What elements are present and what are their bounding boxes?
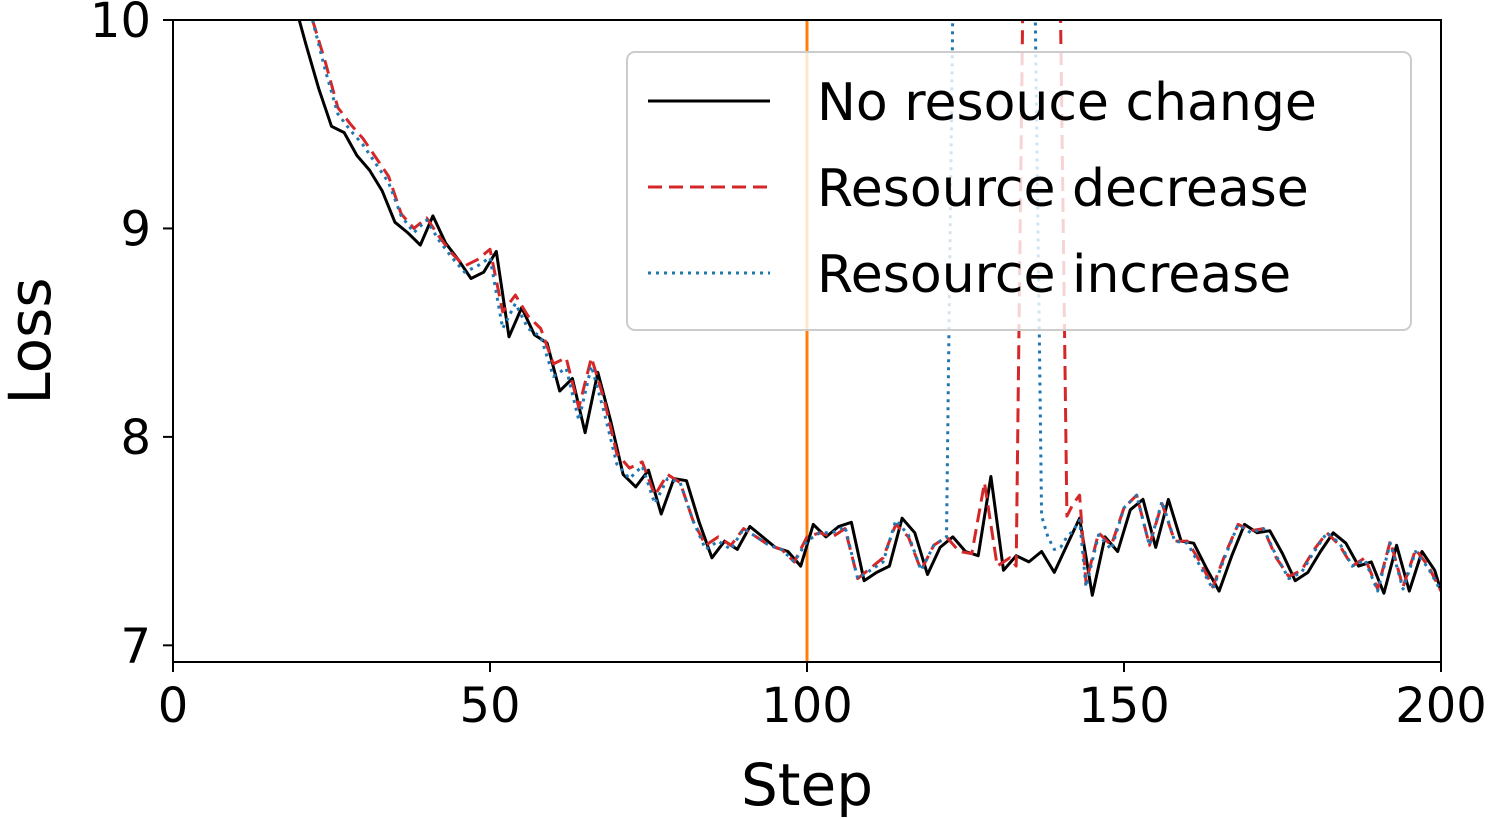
- x-tick-label: 100: [761, 678, 853, 734]
- y-tick-label: 10: [90, 0, 151, 49]
- y-tick-label: 8: [120, 410, 151, 466]
- y-axis-label: Loss: [0, 277, 64, 404]
- legend-label-no-change: No resouce change: [817, 73, 1317, 133]
- x-tick-label: 0: [158, 678, 189, 734]
- legend-label-decrease: Resource decrease: [817, 159, 1309, 219]
- legend: No resouce change Resource decrease Reso…: [626, 51, 1412, 331]
- x-tick-label: 150: [1078, 678, 1170, 734]
- y-tick-label: 7: [120, 618, 151, 674]
- y-axis: 7 8 9 10: [90, 0, 173, 674]
- x-axis-label: Step: [741, 751, 873, 819]
- x-axis: 0 50 100 150 200: [158, 662, 1487, 734]
- legend-label-increase: Resource increase: [817, 245, 1291, 305]
- legend-box: [626, 51, 1412, 331]
- series-line-1: [311, 20, 1441, 592]
- x-tick-label: 200: [1395, 678, 1487, 734]
- series-line-2: [311, 20, 1441, 593]
- x-tick-label: 50: [459, 678, 520, 734]
- y-tick-label: 9: [120, 201, 151, 257]
